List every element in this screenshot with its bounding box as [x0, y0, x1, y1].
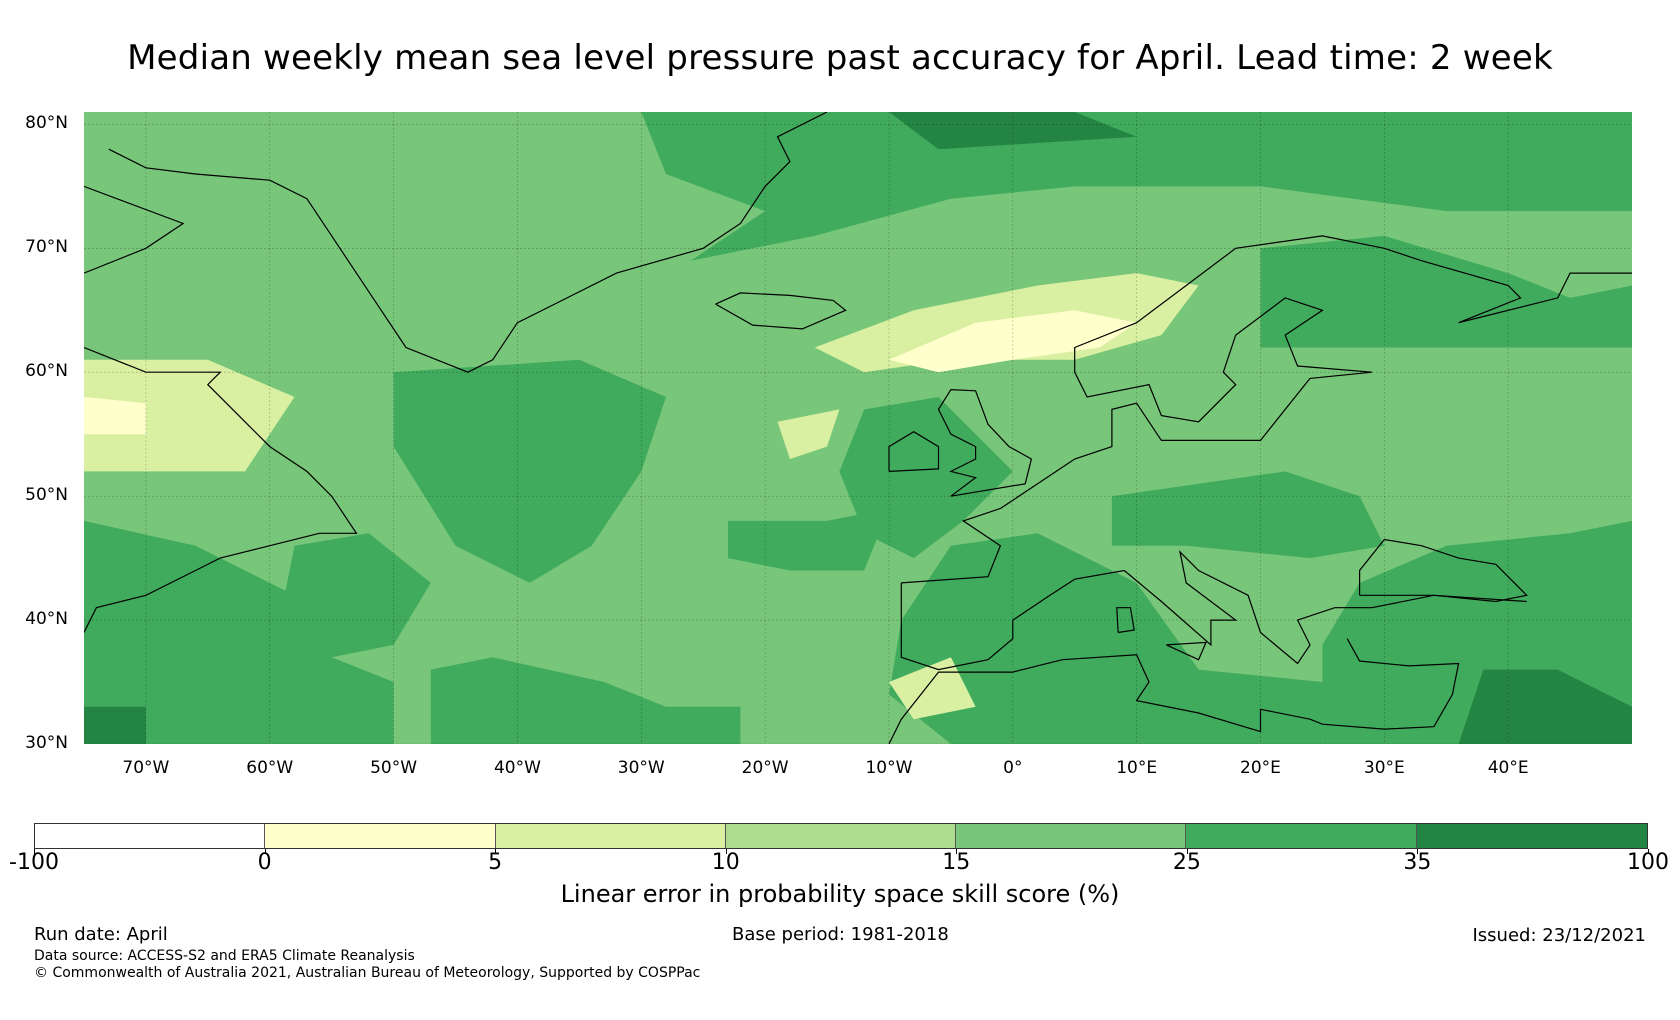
coastline-8 — [888, 638, 1460, 744]
skill-region-1 — [430, 657, 741, 744]
colorbar-tick-label: 5 — [488, 850, 503, 875]
colorbar-tickmark — [1417, 849, 1419, 854]
skill-region-0 — [84, 520, 394, 744]
skill-region-11 — [1458, 669, 1632, 744]
skill-region-13 — [889, 112, 1137, 150]
map-canvas — [84, 112, 1632, 744]
data-source: Data source: ACCESS-S2 and ERA5 Climate … — [34, 948, 415, 964]
skill-region-5 — [889, 533, 1323, 744]
skill-region-15 — [777, 409, 840, 459]
issued-date: Issued: 23/12/2021 — [1472, 925, 1646, 946]
colorbar-tick-label: -100 — [9, 850, 59, 875]
skill-region-17 — [889, 657, 976, 720]
skill-region-12 — [84, 706, 146, 744]
colorbar-tick-label: 100 — [1627, 850, 1669, 875]
skill-region-7 — [1260, 235, 1632, 348]
colorbar-bin — [1186, 824, 1417, 848]
colorbar-bin — [725, 824, 957, 848]
colorbar-tickmark — [1648, 849, 1649, 854]
lon-label: 10°E — [1116, 758, 1158, 778]
lat-label: 30°N — [25, 733, 68, 753]
lon-label: 30°W — [617, 758, 665, 778]
colorbar-tickmark — [725, 849, 727, 854]
colorbar-tick-label: 15 — [942, 850, 971, 875]
lon-label: 30°E — [1363, 758, 1405, 778]
coastline-2 — [84, 346, 358, 633]
skill-region-2 — [393, 359, 666, 583]
colorbar-tick-label: 25 — [1172, 850, 1201, 875]
skill-region-8 — [1111, 471, 1385, 559]
lon-label: 20°E — [1240, 758, 1281, 778]
graticule — [84, 112, 1632, 744]
coastline-6 — [901, 235, 1632, 584]
coastline-1 — [715, 292, 847, 330]
coastline-11 — [1166, 641, 1207, 661]
lat-label: 70°N — [25, 237, 68, 258]
skill-region-18 — [889, 310, 1137, 373]
lon-label: 70°W — [122, 758, 170, 778]
colorbar-tickmark — [956, 849, 958, 854]
coastline-0 — [108, 112, 828, 373]
lon-label: 10°W — [865, 758, 913, 778]
skill-score-map — [84, 112, 1632, 744]
run-date: Run date: April — [34, 924, 168, 945]
coastline-5 — [888, 430, 940, 472]
colorbar-bin — [265, 824, 496, 848]
colorbar-tickmark — [34, 849, 35, 854]
colorbar-tickmark — [264, 849, 266, 854]
skill-region-9 — [641, 112, 1632, 261]
lon-label: 60°W — [246, 758, 294, 778]
lat-label: 60°N — [25, 361, 68, 382]
coastline-9 — [1359, 594, 1527, 603]
copyright: © Commonwealth of Australia 2021, Austra… — [34, 965, 701, 981]
coastline-7 — [900, 538, 1528, 671]
coastline-3 — [84, 185, 185, 274]
lon-label: 50°W — [370, 758, 418, 778]
coastline-10 — [1116, 607, 1135, 634]
lon-label: 40°W — [493, 758, 541, 778]
colorbar-bin — [35, 824, 266, 848]
lon-label: 20°W — [741, 758, 789, 778]
coastline-4 — [937, 388, 1033, 497]
lat-label: 50°N — [25, 485, 68, 506]
colorbar-bin — [1416, 824, 1647, 848]
colorbar-tick-label: 0 — [257, 850, 272, 875]
colorbar-tickmark — [1186, 849, 1188, 854]
base-period: Base period: 1981-2018 — [732, 924, 949, 945]
colorbar — [34, 823, 1648, 849]
lat-label: 80°N — [25, 113, 68, 134]
coastlines — [84, 112, 1632, 744]
colorbar-label: Linear error in probability space skill … — [560, 880, 1120, 908]
skill-region-3 — [728, 508, 889, 571]
lat-label: 40°N — [25, 609, 68, 630]
skill-regions — [84, 112, 1632, 744]
map-title: Median weekly mean sea level pressure pa… — [127, 38, 1553, 78]
skill-region-10 — [269, 533, 431, 670]
colorbar-bin — [495, 824, 726, 848]
colorbar-tickmark — [495, 849, 497, 854]
skill-region-14 — [84, 359, 295, 472]
colorbar-tick-label: 35 — [1403, 850, 1432, 875]
skill-region-19 — [84, 397, 146, 435]
lon-label: 0° — [1003, 758, 1023, 778]
colorbar-tick-label: 10 — [711, 850, 740, 875]
skill-region-4 — [839, 397, 1013, 559]
lon-label: 40°E — [1487, 758, 1529, 778]
colorbar-bin — [956, 824, 1187, 848]
